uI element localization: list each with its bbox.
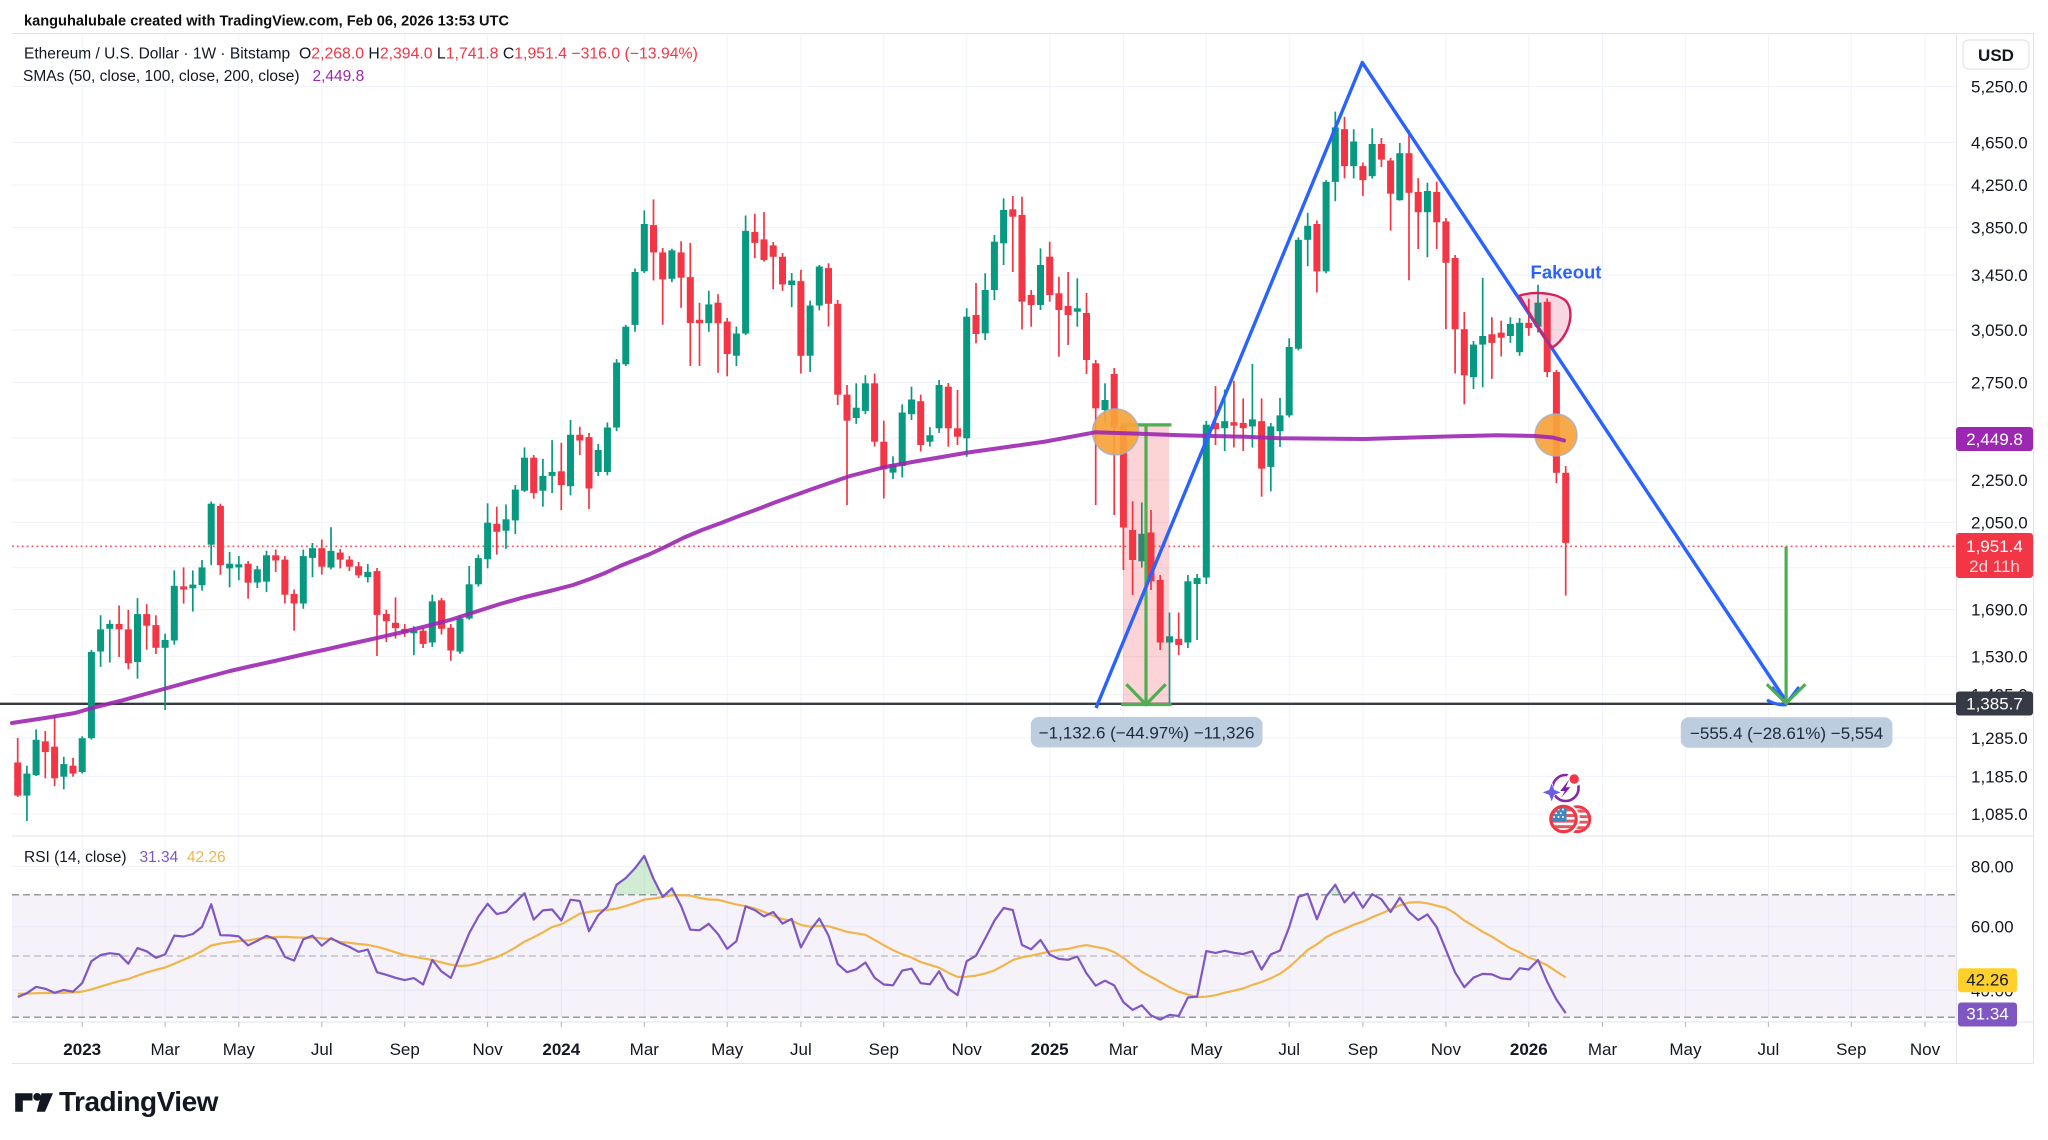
svg-text:Nov: Nov xyxy=(472,1040,503,1059)
svg-text:42.26: 42.26 xyxy=(1966,971,2009,990)
svg-text:Nov: Nov xyxy=(1431,1040,1462,1059)
svg-text:Sep: Sep xyxy=(869,1040,899,1059)
svg-text:3,050.0: 3,050.0 xyxy=(1971,321,2028,340)
svg-text:2024: 2024 xyxy=(542,1040,580,1059)
svg-text:60.00: 60.00 xyxy=(1971,918,2014,937)
svg-text:2026: 2026 xyxy=(1510,1040,1548,1059)
svg-text:2,449.8: 2,449.8 xyxy=(1966,430,2023,449)
svg-text:31.34: 31.34 xyxy=(1966,1005,2009,1024)
svg-text:USD: USD xyxy=(1978,46,2014,65)
svg-text:Mar: Mar xyxy=(1109,1040,1139,1059)
svg-text:2,050.0: 2,050.0 xyxy=(1971,514,2028,533)
svg-text:4,250.0: 4,250.0 xyxy=(1971,176,2028,195)
svg-text:−1,132.6 (−44.97%) −11,326: −1,132.6 (−44.97%) −11,326 xyxy=(1039,724,1255,743)
svg-text:5,250.0: 5,250.0 xyxy=(1971,78,2028,97)
svg-text:RSI (14, close) 31.34 42.26: RSI (14, close) 31.34 42.26 xyxy=(24,849,226,866)
svg-text:Jul: Jul xyxy=(311,1040,333,1059)
svg-text:3,850.0: 3,850.0 xyxy=(1971,219,2028,238)
svg-text:3,450.0: 3,450.0 xyxy=(1971,266,2028,285)
svg-text:80.00: 80.00 xyxy=(1971,857,2014,876)
svg-text:1,530.0: 1,530.0 xyxy=(1971,648,2028,667)
svg-text:2,750.0: 2,750.0 xyxy=(1971,374,2028,393)
svg-text:Mar: Mar xyxy=(150,1040,180,1059)
svg-text:kanguhalubale created with Tra: kanguhalubale created with TradingView.c… xyxy=(24,14,509,30)
svg-text:TradingView: TradingView xyxy=(59,1086,219,1117)
svg-text:May: May xyxy=(1669,1040,1702,1059)
svg-text:Jul: Jul xyxy=(1758,1040,1780,1059)
svg-text:O2,268.0 H2,394.0 L1,741.8: O2,268.0 H2,394.0 L1,741.8 C1,951.4 −316… xyxy=(299,46,698,63)
svg-text:1,285.0: 1,285.0 xyxy=(1971,729,2028,748)
svg-text:SMAs (50, close, 100, close, 2: SMAs (50, close, 100, close, 200, close)… xyxy=(23,68,364,85)
svg-text:Mar: Mar xyxy=(630,1040,660,1059)
svg-text:Sep: Sep xyxy=(390,1040,420,1059)
svg-text:Jul: Jul xyxy=(790,1040,812,1059)
svg-text:Ethereum / U.S. Dollar · 1W ·: Ethereum / U.S. Dollar · 1W · Bitstamp xyxy=(24,46,290,63)
svg-text:Mar: Mar xyxy=(1588,1040,1618,1059)
svg-text:May: May xyxy=(223,1040,256,1059)
svg-text:Sep: Sep xyxy=(1836,1040,1866,1059)
svg-text:May: May xyxy=(1190,1040,1223,1059)
svg-text:2025: 2025 xyxy=(1031,1040,1069,1059)
svg-text:May: May xyxy=(711,1040,744,1059)
svg-text:2d 11h: 2d 11h xyxy=(1969,557,2020,576)
svg-text:Sep: Sep xyxy=(1348,1040,1378,1059)
svg-text:2023: 2023 xyxy=(63,1040,101,1059)
svg-text:1,085.0: 1,085.0 xyxy=(1971,805,2028,824)
svg-text:1,385.7: 1,385.7 xyxy=(1966,695,2023,714)
svg-text:1,185.0: 1,185.0 xyxy=(1971,768,2028,787)
svg-text:1,690.0: 1,690.0 xyxy=(1971,601,2028,620)
svg-text:2,250.0: 2,250.0 xyxy=(1971,471,2028,490)
svg-text:−555.4 (−28.61%) −5,554: −555.4 (−28.61%) −5,554 xyxy=(1690,724,1883,743)
svg-text:1,951.4: 1,951.4 xyxy=(1966,537,2023,556)
svg-text:Nov: Nov xyxy=(1910,1040,1941,1059)
svg-text:Jul: Jul xyxy=(1278,1040,1300,1059)
svg-text:4,650.0: 4,650.0 xyxy=(1971,134,2028,153)
svg-text:Fakeout: Fakeout xyxy=(1531,262,1602,283)
svg-text:Nov: Nov xyxy=(952,1040,983,1059)
